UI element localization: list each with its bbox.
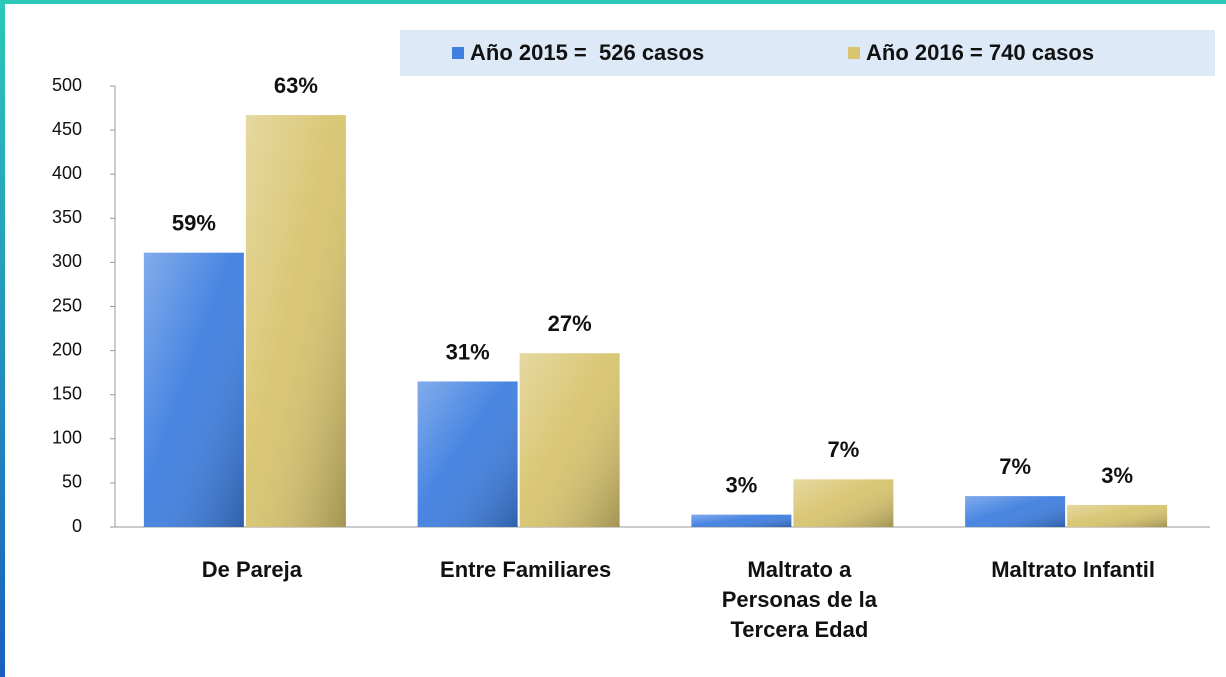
data-label: 31% xyxy=(446,339,490,364)
y-tick-label: 400 xyxy=(52,163,82,183)
y-tick-label: 150 xyxy=(52,383,82,403)
bar-shine xyxy=(245,115,346,527)
data-label: 7% xyxy=(827,437,859,462)
y-tick-label: 200 xyxy=(52,339,82,359)
bar-shine xyxy=(519,353,620,527)
y-tick-label: 300 xyxy=(52,251,82,271)
data-label: 3% xyxy=(725,472,757,497)
frame-left xyxy=(0,0,5,677)
y-tick-label: 350 xyxy=(52,207,82,227)
y-tick-label: 500 xyxy=(52,75,82,95)
data-label: 7% xyxy=(999,454,1031,479)
data-label: 3% xyxy=(1101,463,1133,488)
legend-label: Año 2016 = 740 casos xyxy=(866,40,1094,65)
y-tick-label: 0 xyxy=(72,516,82,536)
x-tick-label: De Pareja xyxy=(201,557,303,582)
data-label: 63% xyxy=(274,73,318,98)
legend-swatch xyxy=(452,47,464,59)
data-label: 27% xyxy=(548,311,592,336)
frame-top xyxy=(0,0,1226,4)
bar-shine xyxy=(965,496,1066,527)
bar-shine xyxy=(691,514,792,527)
bar-shine xyxy=(1067,504,1168,527)
x-tick-label: Entre Familiares xyxy=(440,557,612,582)
y-tick-label: 250 xyxy=(52,295,82,315)
legend-swatch xyxy=(848,47,860,59)
y-tick-label: 50 xyxy=(62,472,82,492)
legend-box xyxy=(400,30,1215,76)
y-tick-label: 100 xyxy=(52,428,82,448)
legend-label: Año 2015 = 526 casos xyxy=(470,40,704,65)
y-tick-label: 450 xyxy=(52,119,82,139)
data-label: 59% xyxy=(172,211,216,236)
bar-shine xyxy=(143,252,244,527)
bar-shine xyxy=(793,479,894,527)
x-tick-label: Maltrato Infantil xyxy=(991,557,1156,582)
x-tick-label: Maltrato a Personas de la Tercera Edad xyxy=(721,557,878,642)
bar-shine xyxy=(417,381,518,527)
